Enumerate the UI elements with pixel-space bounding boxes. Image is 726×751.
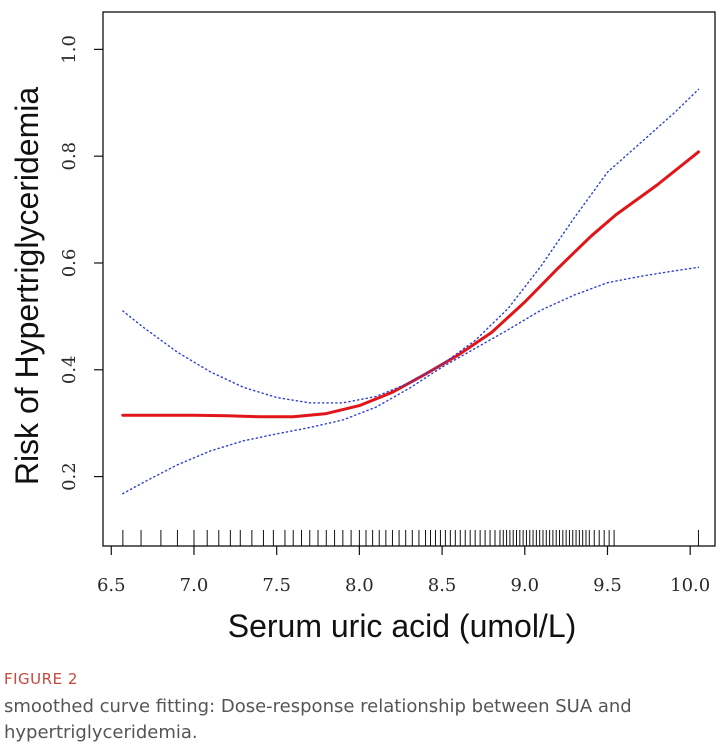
- x-axis: 6.5 7.0 7.5 8.0 8.5 9.0 9.5 10.0: [97, 546, 710, 596]
- x-tick-label: 9.5: [593, 575, 622, 596]
- series-group: [121, 88, 700, 495]
- plot-frame: [102, 11, 716, 547]
- figure-caption: smoothed curve fitting: Dose-response re…: [4, 696, 632, 743]
- y-tick-label: 0.6: [59, 249, 80, 278]
- x-tick-label: 6.5: [97, 575, 126, 596]
- y-axis: 0.2 0.4 0.6 0.8 1.0: [59, 35, 103, 491]
- chart: 6.5 7.0 7.5 8.0 8.5 9.0 9.5 10.0 0.2 0.4 0.6 0.8 1.…: [9, 11, 716, 644]
- x-tick-label: 8.0: [345, 575, 374, 596]
- x-tick-label: 10.0: [670, 575, 710, 596]
- y-tick-label: 0.2: [59, 462, 80, 491]
- x-tick-label: 8.5: [428, 575, 457, 596]
- fitted-curve-line: [121, 150, 700, 419]
- y-tick-label: 0.8: [59, 142, 80, 171]
- x-tick-label: 7.5: [262, 575, 291, 596]
- rug-plot: [122, 530, 699, 546]
- y-axis-title: Risk of Hypertriglyceridemia: [9, 87, 45, 486]
- y-tick-label: 0.4: [59, 355, 80, 384]
- confidence-band-line-2: [122, 266, 700, 495]
- x-tick-label: 9.0: [510, 575, 539, 596]
- x-axis-title: Serum uric acid (umol/L): [228, 608, 577, 644]
- confidence-band-line-1: [122, 88, 700, 404]
- figure-label: FIGURE 2: [4, 670, 78, 688]
- y-tick-label: 1.0: [59, 35, 80, 64]
- x-tick-label: 7.0: [180, 575, 209, 596]
